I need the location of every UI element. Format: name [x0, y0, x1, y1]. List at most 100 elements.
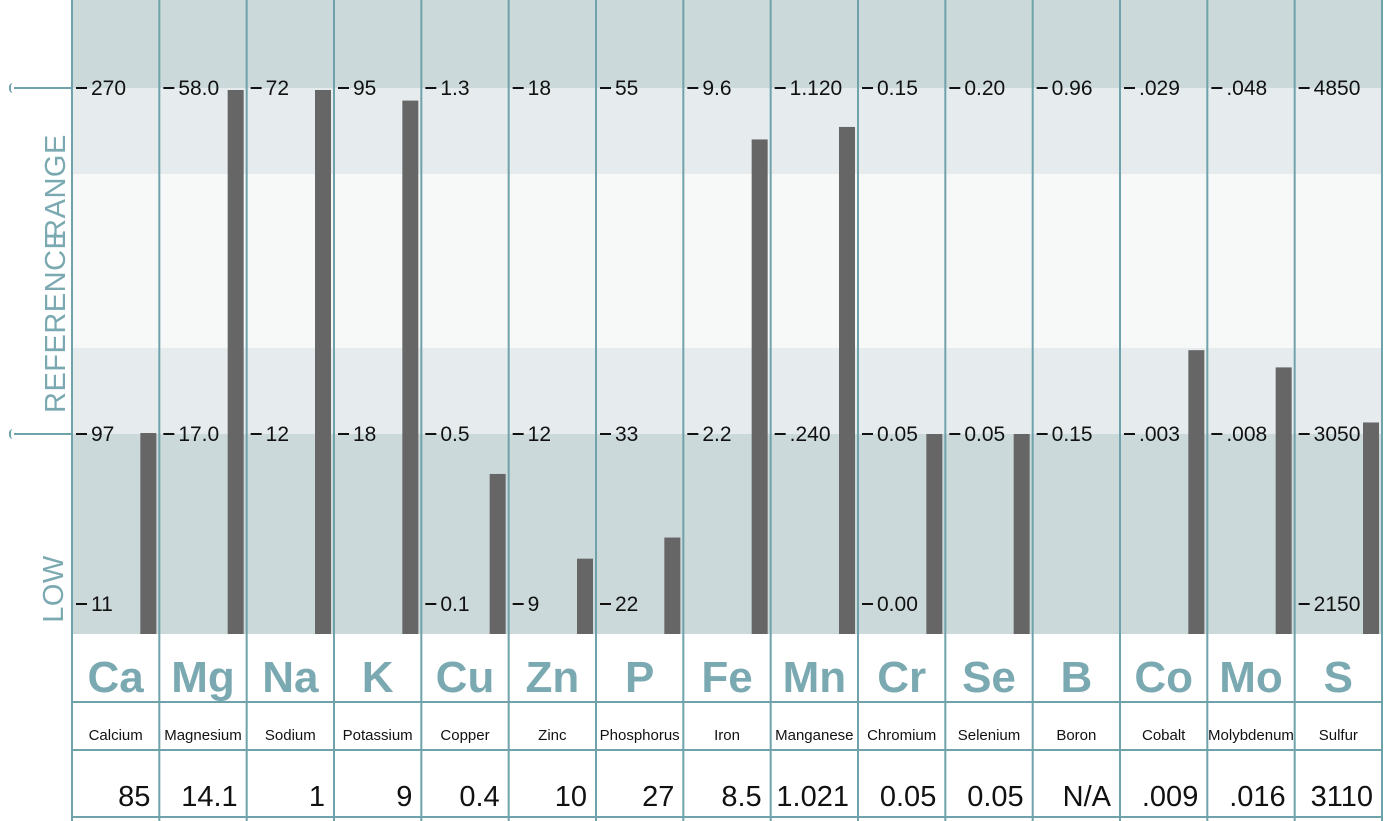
result-value-magnesium: 14.1: [181, 781, 237, 813]
element-name-calcium: Calcium: [89, 727, 143, 744]
tick-label-boron-ref_low: 0.15: [1052, 423, 1093, 446]
bar-sulfur: [1363, 422, 1379, 634]
tick-label-molybdenum-high: .048: [1226, 77, 1267, 100]
bar-magnesium: [227, 90, 244, 634]
element-name-selenium: Selenium: [958, 727, 1021, 744]
element-symbol-sulfur: S: [1324, 653, 1353, 702]
element-name-sodium: Sodium: [265, 727, 316, 744]
result-value-chromium: 0.05: [880, 781, 936, 813]
tick-label-sulfur-ref_low: 3050: [1314, 423, 1361, 446]
result-value-potassium: 9: [396, 781, 412, 813]
band-upper-reference: [72, 88, 1382, 174]
reference-range-bottom-cap: [9, 429, 16, 439]
tick-label-sulfur-high: 4850: [1314, 77, 1361, 100]
tick-label-sodium-ref_low: 12: [266, 423, 289, 446]
element-name-magnesium: Magnesium: [164, 727, 242, 744]
result-value-selenium: 0.05: [967, 781, 1023, 813]
element-name-sulfur: Sulfur: [1319, 727, 1358, 744]
tick-label-copper-low: 0.1: [440, 593, 469, 616]
reference-range-top-marker: [14, 87, 72, 89]
tick-label-sodium-high: 72: [266, 77, 289, 100]
tick-label-boron-high: 0.96: [1052, 77, 1093, 100]
bar-iron: [751, 139, 768, 634]
element-name-phosphorus: Phosphorus: [600, 727, 680, 744]
tick-label-iron-high: 9.6: [702, 77, 731, 100]
element-symbol-manganese: Mn: [783, 653, 847, 702]
bar-calcium: [140, 433, 157, 634]
bar-selenium: [1013, 434, 1030, 634]
result-value-boron: N/A: [1063, 781, 1112, 813]
element-name-potassium: Potassium: [343, 727, 413, 744]
tick-label-cobalt-ref_low: .003: [1139, 423, 1180, 446]
bar-potassium: [402, 100, 419, 635]
element-name-molybdenum: Molybdenum: [1208, 727, 1294, 744]
element-symbol-phosphorus: P: [625, 653, 654, 702]
tick-label-chromium-high: 0.15: [877, 77, 918, 100]
element-symbol-calcium: Ca: [88, 653, 145, 702]
tick-label-phosphorus-ref_low: 33: [615, 423, 638, 446]
band-center-reference: [72, 174, 1382, 348]
result-value-phosphorus: 27: [642, 781, 674, 813]
element-name-boron: Boron: [1056, 727, 1096, 744]
tick-label-iron-ref_low: 2.2: [702, 423, 731, 446]
tick-label-chromium-ref_low: 0.05: [877, 423, 918, 446]
element-symbol-molybdenum: Mo: [1219, 653, 1283, 702]
tick-label-phosphorus-low: 22: [615, 593, 638, 616]
result-value-iron: 8.5: [721, 781, 761, 813]
element-symbol-magnesium: Mg: [171, 653, 235, 702]
tick-label-calcium-high: 270: [91, 77, 126, 100]
result-value-cobalt: .009: [1142, 781, 1198, 813]
tick-label-manganese-ref_low: .240: [790, 423, 831, 446]
tick-label-selenium-ref_low: 0.05: [964, 423, 1005, 446]
tick-label-molybdenum-ref_low: .008: [1226, 423, 1267, 446]
tick-label-chromium-low: 0.00: [877, 593, 918, 616]
element-symbol-cobalt: Co: [1134, 653, 1193, 702]
element-name-iron: Iron: [714, 727, 740, 744]
band-low: [72, 434, 1382, 634]
element-name-cobalt: Cobalt: [1142, 727, 1186, 744]
band-lower-reference: [72, 348, 1382, 434]
tick-label-magnesium-high: 58.0: [178, 77, 219, 100]
element-symbol-sodium: Na: [262, 653, 319, 702]
tick-label-potassium-high: 95: [353, 77, 376, 100]
tick-label-manganese-high: 1.120: [790, 77, 843, 100]
element-symbol-iron: Fe: [701, 653, 752, 702]
tick-label-cobalt-high: .029: [1139, 77, 1180, 100]
tick-label-sulfur-low: 2150: [1314, 593, 1361, 616]
result-value-molybdenum: .016: [1229, 781, 1285, 813]
element-symbol-potassium: K: [362, 653, 394, 702]
bar-manganese: [839, 126, 855, 635]
bar-chromium: [926, 434, 943, 634]
tick-label-copper-ref_low: 0.5: [440, 423, 469, 446]
element-symbol-copper: Cu: [436, 653, 495, 702]
band-high: [72, 0, 1382, 88]
element-name-zinc: Zinc: [538, 727, 567, 744]
tick-label-copper-high: 1.3: [440, 77, 469, 100]
tick-label-zinc-high: 18: [528, 77, 551, 100]
table-area: [72, 634, 1382, 821]
tick-label-zinc-low: 9: [528, 593, 540, 616]
result-value-manganese: 1.021: [776, 781, 849, 813]
element-symbol-boron: B: [1060, 653, 1092, 702]
tick-label-calcium-ref_low: 97: [91, 423, 114, 446]
tick-label-phosphorus-high: 55: [615, 77, 638, 100]
result-value-copper: 0.4: [459, 781, 499, 813]
tick-label-zinc-ref_low: 12: [528, 423, 551, 446]
element-name-manganese: Manganese: [775, 727, 853, 744]
bar-zinc: [577, 558, 593, 634]
bar-molybdenum: [1275, 367, 1292, 634]
element-symbol-zinc: Zn: [525, 653, 579, 702]
bar-phosphorus: [664, 537, 681, 634]
element-name-chromium: Chromium: [867, 727, 936, 744]
result-value-sulfur: 3110: [1311, 781, 1373, 813]
tick-label-calcium-low: 11: [91, 593, 113, 616]
tick-label-potassium-ref_low: 18: [353, 423, 376, 446]
bar-cobalt: [1188, 350, 1205, 634]
reference-range-bottom-marker: [14, 433, 72, 435]
tick-label-selenium-high: 0.20: [964, 77, 1005, 100]
bar-copper: [489, 473, 506, 634]
tick-label-magnesium-ref_low: 17.0: [178, 423, 219, 446]
reference-range-top-cap: [9, 83, 16, 93]
